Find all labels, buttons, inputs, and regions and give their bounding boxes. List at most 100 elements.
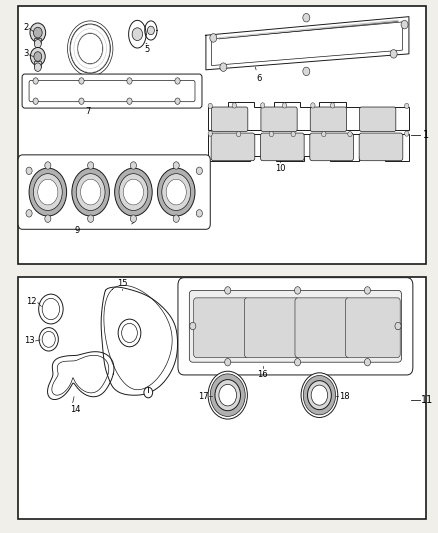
FancyBboxPatch shape: [261, 107, 297, 132]
Circle shape: [173, 215, 179, 222]
Circle shape: [131, 215, 137, 222]
Polygon shape: [145, 21, 157, 40]
Text: 5: 5: [145, 45, 150, 54]
Circle shape: [79, 78, 84, 84]
Text: 7: 7: [85, 107, 91, 116]
Polygon shape: [206, 17, 409, 70]
Circle shape: [26, 209, 32, 217]
Circle shape: [311, 385, 328, 405]
Ellipse shape: [115, 168, 152, 216]
FancyBboxPatch shape: [310, 133, 353, 161]
Polygon shape: [48, 352, 114, 400]
Circle shape: [294, 359, 300, 366]
Circle shape: [348, 132, 352, 137]
Circle shape: [132, 28, 143, 41]
FancyBboxPatch shape: [360, 107, 396, 132]
Circle shape: [311, 103, 315, 108]
Ellipse shape: [162, 174, 191, 211]
Circle shape: [364, 287, 371, 294]
Circle shape: [232, 103, 237, 108]
Circle shape: [390, 50, 397, 58]
Text: 2: 2: [23, 23, 28, 32]
Circle shape: [307, 381, 331, 410]
Bar: [34, 38, 41, 43]
Text: 10: 10: [275, 164, 286, 173]
Circle shape: [30, 47, 45, 66]
Circle shape: [34, 63, 41, 71]
Text: 16: 16: [258, 369, 268, 378]
FancyBboxPatch shape: [359, 133, 403, 161]
Circle shape: [144, 387, 152, 398]
Text: 6: 6: [256, 74, 261, 83]
FancyBboxPatch shape: [194, 298, 248, 358]
FancyBboxPatch shape: [29, 80, 195, 102]
Circle shape: [225, 359, 231, 366]
Circle shape: [45, 215, 51, 222]
FancyBboxPatch shape: [295, 298, 350, 358]
Ellipse shape: [124, 179, 144, 205]
Circle shape: [237, 132, 241, 137]
Circle shape: [364, 359, 371, 366]
Text: 17: 17: [198, 392, 208, 401]
Circle shape: [175, 98, 180, 104]
Text: 1: 1: [424, 130, 429, 140]
Circle shape: [208, 131, 212, 136]
Bar: [18, 6, 426, 264]
Ellipse shape: [76, 174, 105, 211]
Circle shape: [127, 98, 132, 104]
Text: 11: 11: [421, 395, 433, 406]
Ellipse shape: [119, 174, 148, 211]
Circle shape: [88, 162, 94, 169]
Circle shape: [225, 287, 231, 294]
Circle shape: [303, 67, 310, 76]
Circle shape: [39, 294, 63, 324]
Circle shape: [208, 103, 212, 109]
Bar: [34, 61, 41, 67]
Circle shape: [330, 103, 335, 108]
Text: 3: 3: [23, 50, 28, 58]
Circle shape: [42, 298, 60, 320]
Circle shape: [88, 215, 94, 222]
Circle shape: [210, 34, 217, 42]
Text: 15: 15: [117, 279, 127, 288]
Text: 13: 13: [24, 336, 35, 345]
FancyBboxPatch shape: [178, 278, 413, 375]
Circle shape: [34, 52, 42, 61]
Circle shape: [148, 26, 154, 35]
Circle shape: [173, 162, 179, 169]
FancyBboxPatch shape: [18, 155, 210, 229]
FancyBboxPatch shape: [244, 298, 299, 358]
Ellipse shape: [166, 179, 186, 205]
FancyBboxPatch shape: [22, 74, 202, 108]
Circle shape: [269, 132, 274, 137]
Circle shape: [303, 13, 310, 22]
Bar: [18, 277, 426, 519]
Circle shape: [215, 379, 240, 411]
Circle shape: [208, 371, 247, 419]
Ellipse shape: [81, 179, 101, 205]
Circle shape: [39, 328, 58, 351]
Circle shape: [196, 209, 202, 217]
Circle shape: [26, 167, 32, 174]
Circle shape: [401, 20, 408, 29]
Circle shape: [79, 98, 84, 104]
Circle shape: [321, 132, 326, 137]
Circle shape: [190, 322, 196, 330]
Ellipse shape: [157, 168, 195, 216]
Circle shape: [78, 34, 102, 64]
FancyBboxPatch shape: [212, 107, 248, 132]
FancyBboxPatch shape: [189, 290, 402, 362]
Polygon shape: [208, 102, 409, 131]
Circle shape: [131, 162, 137, 169]
Ellipse shape: [72, 168, 110, 216]
Circle shape: [283, 103, 287, 108]
Circle shape: [67, 21, 113, 76]
Circle shape: [33, 27, 42, 38]
Circle shape: [118, 319, 141, 347]
Text: 4: 4: [88, 79, 93, 88]
Circle shape: [175, 78, 180, 84]
Circle shape: [220, 63, 227, 71]
Ellipse shape: [38, 179, 58, 205]
Text: 18: 18: [339, 392, 350, 401]
Circle shape: [45, 162, 51, 169]
